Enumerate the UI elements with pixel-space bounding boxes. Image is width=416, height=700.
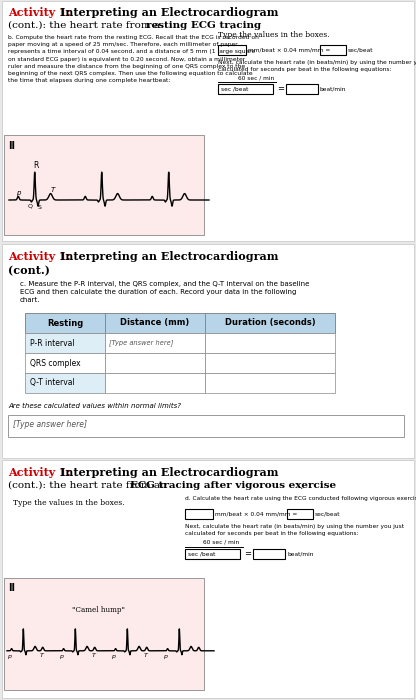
Text: beat/min: beat/min bbox=[320, 87, 347, 92]
Bar bbox=[205, 373, 335, 393]
Text: Interpreting an Electrocardiogram: Interpreting an Electrocardiogram bbox=[60, 251, 278, 262]
Text: beginning of the next QRS complex. Then use the following equation to calculate: beginning of the next QRS complex. Then … bbox=[8, 71, 253, 76]
Text: II: II bbox=[8, 583, 15, 593]
Text: Resting: Resting bbox=[47, 318, 83, 328]
Text: Interpreting an Electrocardiogram: Interpreting an Electrocardiogram bbox=[60, 7, 278, 18]
Text: ruler and measure the distance from the beginning of one QRS complex to the: ruler and measure the distance from the … bbox=[8, 64, 245, 69]
Text: (cont.): (cont.) bbox=[8, 265, 50, 276]
Bar bbox=[218, 84, 273, 94]
Text: mm/beat × 0.04 mm/mm =: mm/beat × 0.04 mm/mm = bbox=[248, 48, 330, 52]
Text: 60 sec / min: 60 sec / min bbox=[203, 540, 239, 545]
Text: p: p bbox=[111, 654, 115, 659]
Bar bbox=[4, 578, 204, 690]
Bar bbox=[205, 353, 335, 373]
Bar bbox=[105, 353, 205, 373]
Bar bbox=[8, 415, 404, 437]
Text: Next, calculate the heart rate (in beats/min) by using the number you just: Next, calculate the heart rate (in beats… bbox=[185, 524, 404, 529]
Text: d. Calculate the heart rate using the ECG conducted following vigorous exercise:: d. Calculate the heart rate using the EC… bbox=[185, 496, 416, 501]
Text: c. Measure the P-R interval, the QRS complex, and the Q-T interval on the baseli: c. Measure the P-R interval, the QRS com… bbox=[20, 281, 310, 287]
Text: chart.: chart. bbox=[20, 297, 40, 303]
Text: =: = bbox=[244, 549, 251, 558]
Text: II: II bbox=[8, 141, 15, 151]
Bar bbox=[286, 84, 318, 94]
Bar bbox=[25, 313, 335, 333]
Bar bbox=[253, 549, 285, 559]
Bar bbox=[2, 460, 414, 698]
Text: Next, calculate the heart rate (in beats/min) by using the number you just: Next, calculate the heart rate (in beats… bbox=[218, 60, 416, 65]
Text: S: S bbox=[38, 205, 42, 210]
Bar bbox=[185, 509, 213, 519]
Text: ECG tracing after vigorous exercise: ECG tracing after vigorous exercise bbox=[130, 481, 336, 490]
Bar bbox=[2, 244, 414, 458]
Text: the time that elapses during one complete heartbeat:: the time that elapses during one complet… bbox=[8, 78, 171, 83]
Text: beat/min: beat/min bbox=[287, 552, 313, 556]
Text: T: T bbox=[92, 653, 96, 658]
Text: "Camel hump": "Camel hump" bbox=[72, 606, 126, 614]
Text: resting ECG tracing: resting ECG tracing bbox=[146, 21, 261, 30]
Text: calculated for seconds per beat in the following equations:: calculated for seconds per beat in the f… bbox=[185, 531, 359, 536]
Text: .: . bbox=[230, 21, 233, 31]
Text: Q: Q bbox=[28, 203, 33, 208]
Bar bbox=[105, 373, 205, 393]
Text: ECG and then calculate the duration of each. Record your data in the following: ECG and then calculate the duration of e… bbox=[20, 289, 296, 295]
Text: sec/beat: sec/beat bbox=[315, 512, 341, 517]
Text: calculated for seconds per beat in the following equations:: calculated for seconds per beat in the f… bbox=[218, 66, 391, 71]
Text: p: p bbox=[7, 654, 11, 659]
Bar bbox=[105, 333, 205, 353]
Text: b. Compute the heart rate from the resting ECG. Recall that the ECG is recorded : b. Compute the heart rate from the resti… bbox=[8, 35, 259, 40]
Bar bbox=[185, 549, 240, 559]
Text: QRS complex: QRS complex bbox=[30, 358, 81, 368]
Bar bbox=[25, 373, 105, 393]
Text: .: . bbox=[300, 481, 303, 491]
Text: Activity 1:: Activity 1: bbox=[8, 7, 74, 18]
Bar bbox=[205, 333, 335, 353]
Text: on standard ECG paper) is equivalent to 0.20 second. Now, obtain a millimeter: on standard ECG paper) is equivalent to … bbox=[8, 57, 245, 62]
Text: P-R interval: P-R interval bbox=[30, 339, 74, 347]
Text: Q-T interval: Q-T interval bbox=[30, 379, 75, 388]
Text: (cont.): the heart rate from a: (cont.): the heart rate from a bbox=[8, 21, 163, 30]
Text: sec /beat: sec /beat bbox=[188, 552, 215, 556]
Text: [Type answer here]: [Type answer here] bbox=[13, 420, 87, 429]
Text: p: p bbox=[16, 190, 20, 196]
Bar bbox=[2, 1, 414, 241]
Text: represents a time interval of 0.04 second, and a distance of 5 mm (1 large squar: represents a time interval of 0.04 secon… bbox=[8, 50, 255, 55]
Bar bbox=[287, 509, 313, 519]
Text: T: T bbox=[40, 653, 44, 658]
Text: paper moving at a speed of 25 mm/sec. Therefore, each millimeter of paper: paper moving at a speed of 25 mm/sec. Th… bbox=[8, 42, 238, 47]
Text: Interpreting an Electrocardiogram: Interpreting an Electrocardiogram bbox=[60, 467, 278, 478]
Bar bbox=[4, 135, 204, 235]
Text: sec /beat: sec /beat bbox=[221, 87, 248, 92]
Text: Type the values in the boxes.: Type the values in the boxes. bbox=[218, 31, 329, 39]
Bar bbox=[25, 333, 105, 353]
Bar bbox=[25, 353, 105, 373]
Text: Activity 1:: Activity 1: bbox=[8, 467, 74, 478]
Bar bbox=[320, 45, 346, 55]
Text: T: T bbox=[51, 187, 55, 193]
Text: Type the values in the boxes.: Type the values in the boxes. bbox=[13, 499, 125, 507]
Bar bbox=[218, 45, 246, 55]
Text: Distance (mm): Distance (mm) bbox=[120, 318, 190, 328]
Text: =: = bbox=[277, 84, 284, 93]
Text: (cont.): the heart rate from an: (cont.): the heart rate from an bbox=[8, 481, 170, 490]
Text: Are these calculated values within normal limits?: Are these calculated values within norma… bbox=[8, 403, 181, 409]
Text: T: T bbox=[144, 653, 148, 658]
Text: 60 sec / min: 60 sec / min bbox=[238, 75, 274, 80]
Text: Duration (seconds): Duration (seconds) bbox=[225, 318, 315, 328]
Text: p: p bbox=[163, 654, 167, 659]
Text: Activity 1:: Activity 1: bbox=[8, 251, 74, 262]
Text: R: R bbox=[33, 161, 38, 170]
Text: sec/beat: sec/beat bbox=[348, 48, 374, 52]
Text: p: p bbox=[59, 654, 63, 659]
Text: mm/beat × 0.04 mm/mm =: mm/beat × 0.04 mm/mm = bbox=[215, 512, 297, 517]
Text: [Type answer here]: [Type answer here] bbox=[109, 340, 173, 346]
